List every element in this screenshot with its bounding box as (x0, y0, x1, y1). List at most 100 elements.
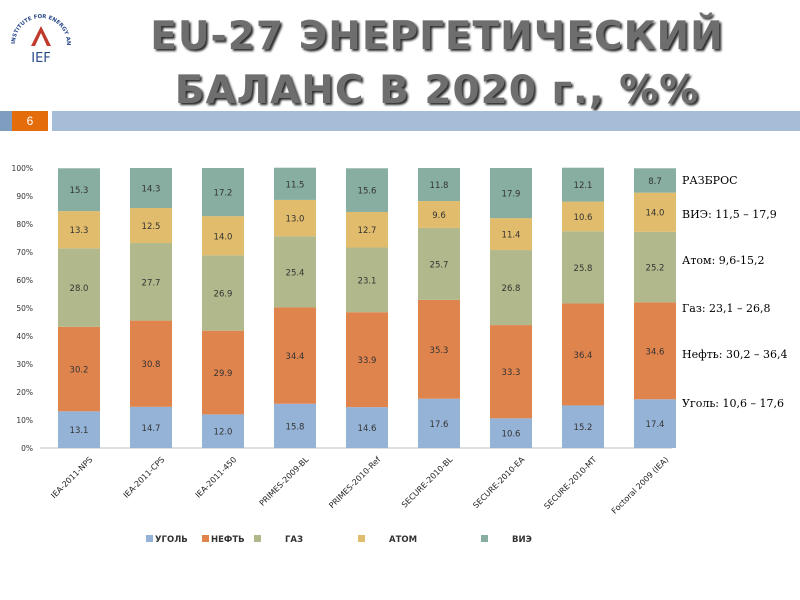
bar-segment-oil (58, 326, 100, 412)
bar-segment-gas (346, 247, 388, 313)
bar-segment-coal (346, 407, 388, 448)
data-label: 33.9 (358, 356, 377, 366)
legend-label-renew: ВИЭ (512, 535, 532, 545)
data-label: 26.8 (502, 284, 521, 294)
x-tick-label: PRIMES-2009-BL (258, 455, 311, 508)
title-line-1: EU-27 ЭНЕРГЕТИЧЕСКИЙ (150, 14, 724, 59)
bar-segment-renew (202, 168, 244, 217)
data-label: 29.9 (214, 369, 233, 379)
legend-label-oil: НЕФТЬ (211, 535, 245, 545)
data-label: 15.2 (574, 423, 593, 433)
bar-segment-atom (130, 208, 172, 244)
data-label: 25.4 (286, 268, 305, 278)
bar-segment-atom (634, 192, 676, 232)
ief-logo: INSTITUTE FOR ENERGY AND FINANCE IEF (4, 4, 71, 66)
y-tick-label: 100% (12, 164, 33, 173)
data-label: 27.7 (142, 278, 161, 288)
data-label: 30.2 (70, 366, 89, 376)
data-label: 25.8 (574, 264, 593, 274)
data-label: 12.0 (214, 428, 233, 438)
scatter-atom: Атом: 9,6-15,2 (682, 254, 765, 267)
data-label: 28.0 (70, 284, 89, 294)
bar-segment-atom (346, 211, 388, 248)
x-tick-label: IEA-2011-450 (194, 455, 239, 500)
bar-segment-gas (274, 236, 316, 308)
data-label: 8.7 (648, 177, 662, 187)
data-label: 17.4 (646, 420, 665, 430)
bar-segment-oil (274, 307, 316, 404)
legend-label-gas: ГАЗ (285, 535, 303, 545)
bar-segment-gas (490, 250, 532, 326)
y-tick-label: 10% (16, 416, 33, 425)
data-label: 15.3 (70, 186, 89, 196)
legend-swatch-oil (202, 535, 209, 542)
band-right-block (52, 111, 800, 131)
data-label: 34.4 (286, 352, 305, 362)
y-tick-label: 60% (16, 276, 33, 285)
bar-segment-renew (418, 168, 460, 202)
data-label: 15.6 (358, 187, 377, 197)
bar-segment-coal (418, 398, 460, 448)
scatter-coal: Уголь: 10,6 – 17,6 (682, 397, 784, 410)
x-tick-label: SECURE-2010-EA (471, 455, 526, 510)
bar-segment-gas (562, 231, 604, 304)
bar-segment-coal (562, 405, 604, 448)
page-title: EU-27 ЭНЕРГЕТИЧЕСКИЙ БАЛАНС В 2020 г., %… (82, 10, 792, 118)
stacked-bar-chart: 0% 10% 20% 30% 40% 50% 60% 70% 80% 90% 100% 13.1 30.… (12, 164, 676, 545)
bar-segment-atom (490, 218, 532, 251)
legend-swatch-atom (358, 535, 365, 542)
data-label: 13.1 (70, 426, 89, 436)
bar-segment-oil (202, 330, 244, 415)
data-label: 17.2 (214, 189, 233, 199)
bar-segment-renew (346, 168, 388, 212)
data-label: 14.0 (214, 232, 233, 242)
y-tick-label: 30% (16, 360, 33, 369)
bar-segment-renew (490, 168, 532, 219)
band-left-block (0, 111, 12, 131)
scatter-oil: Нефть: 30,2 – 36,4 (682, 348, 788, 361)
bar-segment-atom (562, 201, 604, 232)
bar-segment-coal (634, 399, 676, 448)
data-label: 25.2 (646, 264, 665, 274)
y-tick-label: 70% (16, 248, 33, 257)
data-label: 35.3 (430, 346, 449, 356)
legend-swatch-gas (254, 535, 261, 542)
data-label: 9.6 (432, 211, 446, 221)
x-tick-label: Foctoral 2009 (IEA) (610, 455, 671, 516)
bar-segment-coal (58, 411, 100, 448)
x-tick-label: IEA-2011-CPS (122, 455, 167, 500)
bar-segment-gas (418, 227, 460, 300)
data-label: 26.9 (214, 290, 233, 300)
bar-segment-coal (490, 418, 532, 448)
header-band: 6 (0, 111, 800, 131)
data-label: 30.8 (142, 360, 161, 370)
data-label: 33.3 (502, 368, 521, 378)
logo-abbr: IEF (31, 51, 51, 66)
data-label: 10.6 (574, 213, 593, 223)
x-tick-label: SECURE-2010-MT (542, 455, 598, 511)
data-label: 14.6 (358, 424, 377, 434)
y-tick-label: 20% (16, 388, 33, 397)
bar-segment-gas (202, 255, 244, 331)
y-tick-label: 80% (16, 220, 33, 229)
data-label: 34.6 (646, 347, 665, 357)
data-label: 10.6 (502, 430, 521, 440)
x-tick-label: PRIMES-2010-Ref (327, 455, 382, 510)
legend-label-atom: АТОМ (389, 535, 417, 545)
y-tick-label: 40% (16, 332, 33, 341)
legend-swatch-coal (146, 535, 153, 542)
legend-label-coal: УГОЛЬ (155, 535, 188, 545)
data-label: 13.0 (286, 215, 305, 225)
bar-segment-oil (562, 303, 604, 406)
data-label: 17.9 (502, 190, 521, 200)
x-tick-label: IEA-2011-NPS (49, 455, 94, 500)
data-label: 15.8 (286, 422, 305, 432)
scatter-renew: ВИЭ: 11,5 – 17,9 (682, 208, 777, 221)
bar-segment-coal (202, 414, 244, 448)
data-label: 13.3 (70, 226, 89, 236)
y-tick-label: 0% (21, 444, 33, 453)
data-label: 25.7 (430, 260, 449, 270)
y-tick-label: 90% (16, 192, 33, 201)
data-label: 17.6 (430, 420, 449, 430)
scatter-heading: РАЗБРОС (682, 174, 738, 187)
